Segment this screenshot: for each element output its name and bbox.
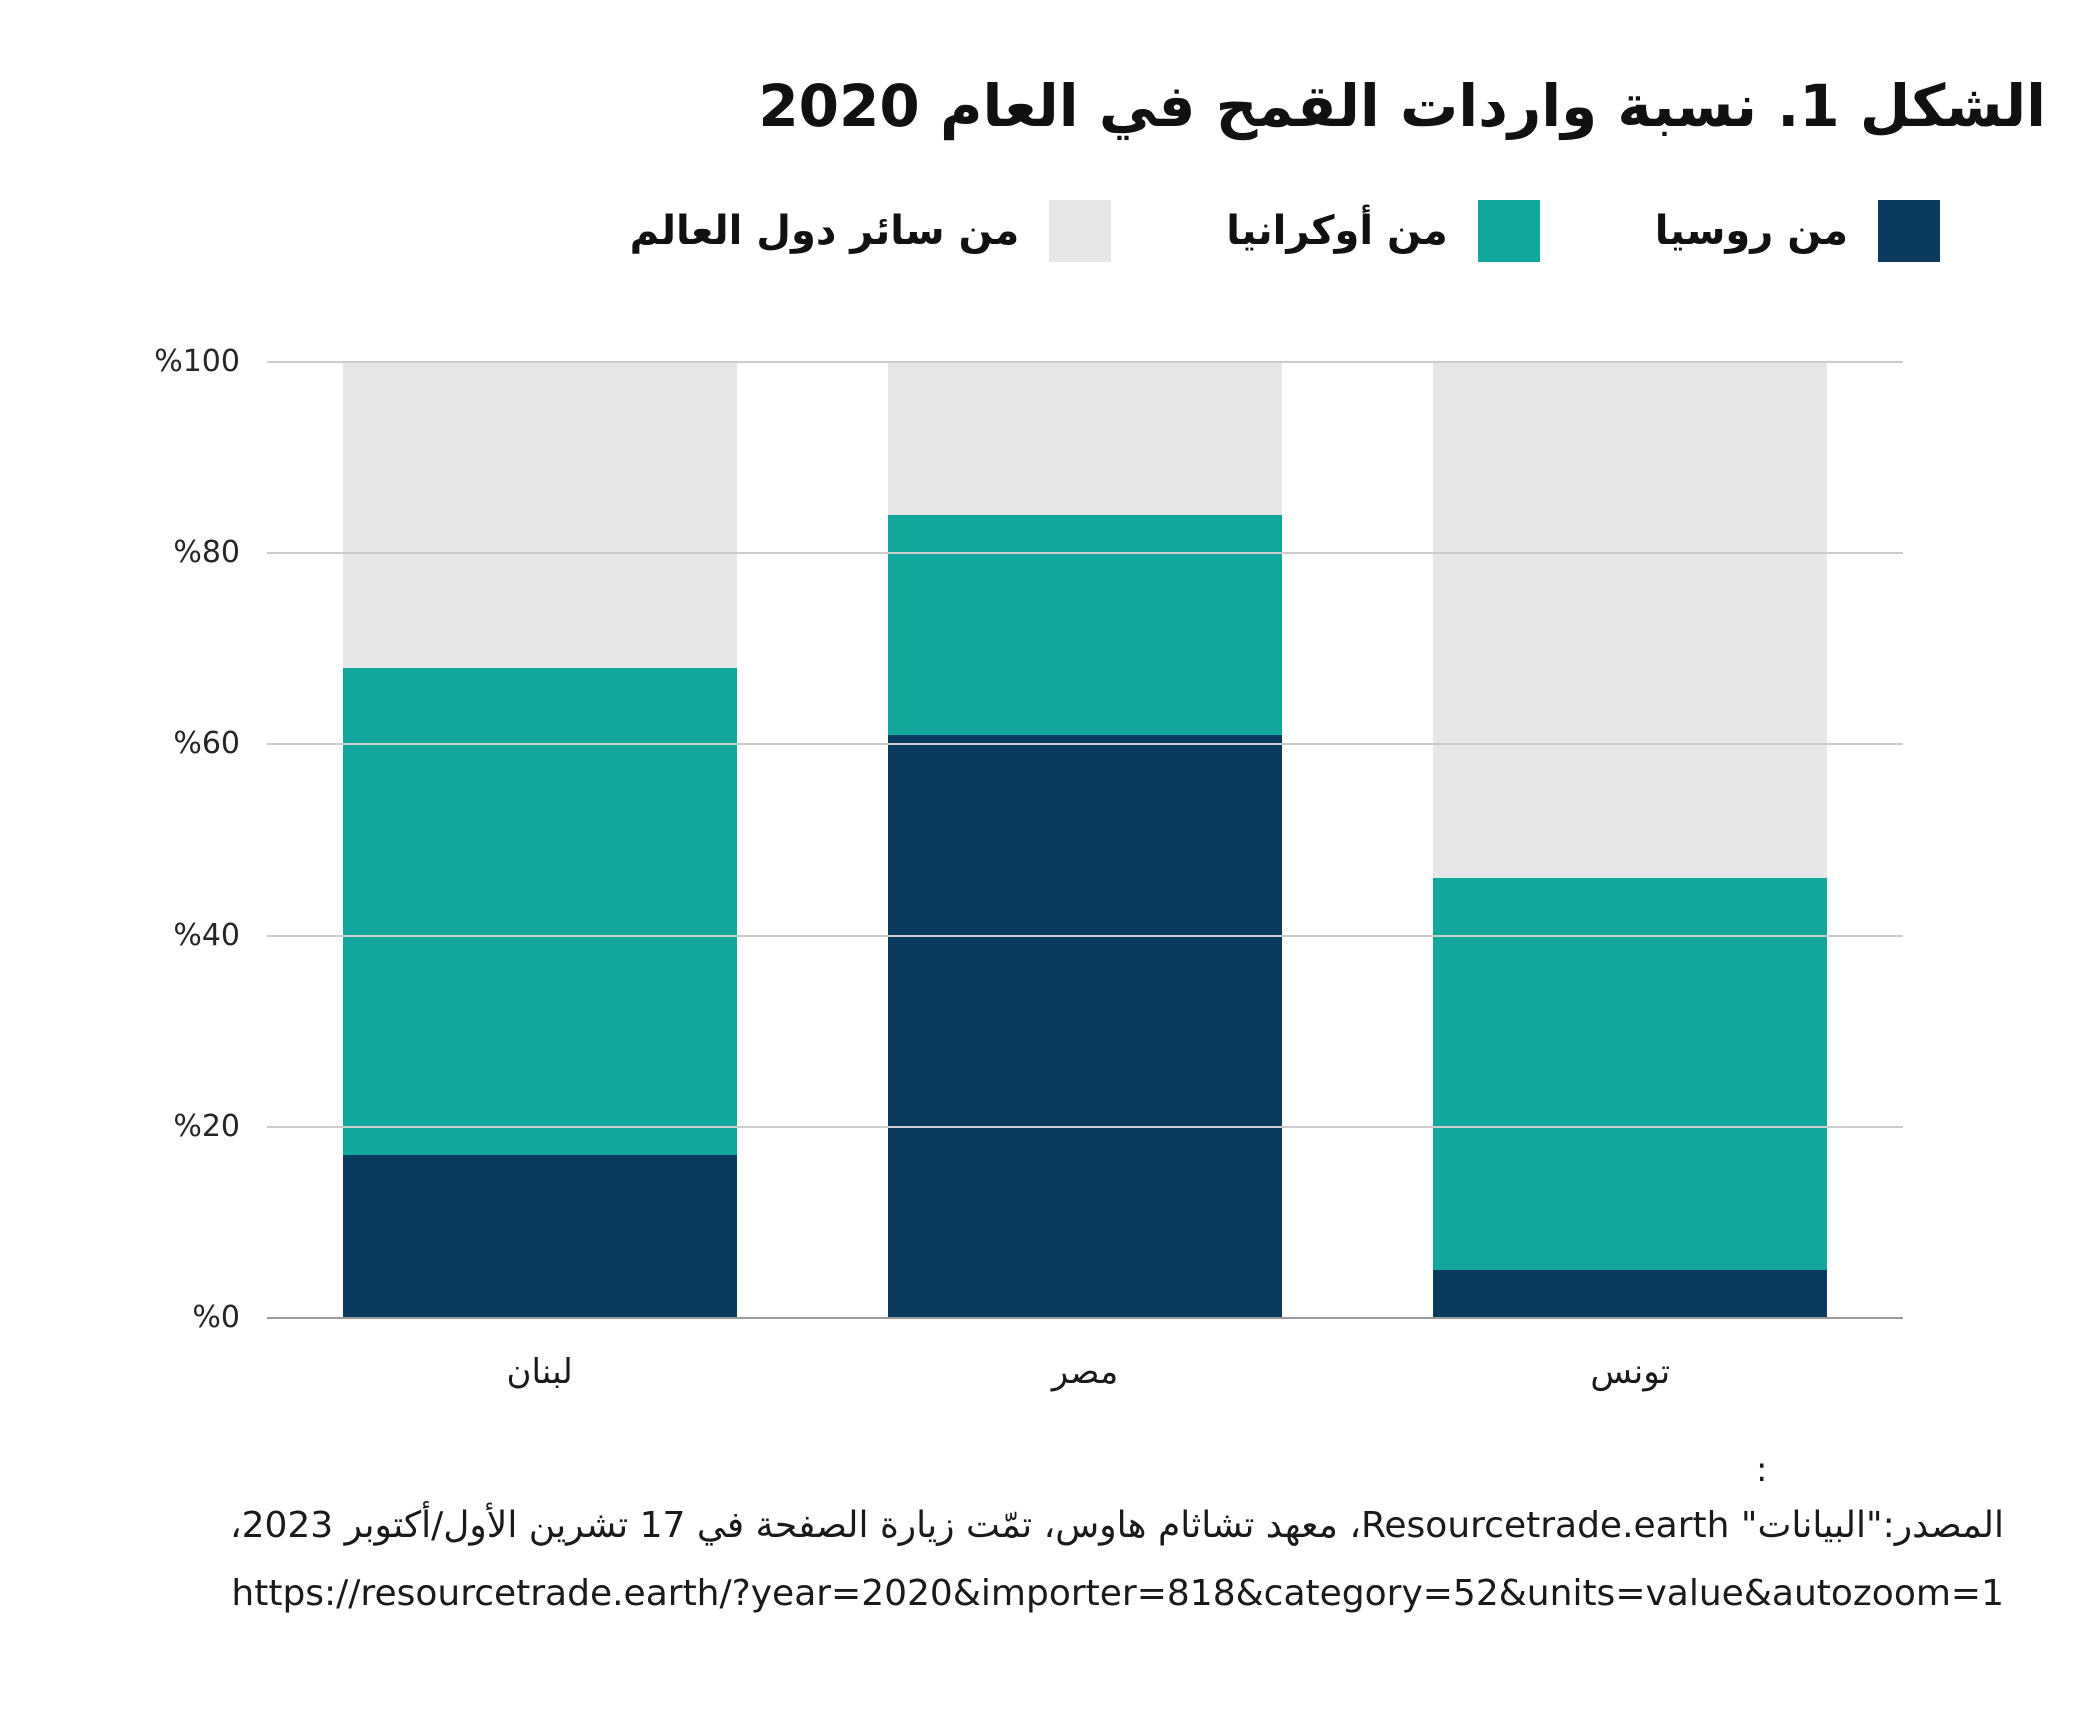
bar-segment — [342, 1155, 737, 1318]
stacked-bar-2 — [887, 362, 1283, 1318]
source-note: المصدر:"البيانات" Resourcetrade.earth، م… — [80, 1492, 2004, 1628]
gridline-40 — [267, 934, 1903, 937]
gridline-100 — [267, 361, 1903, 363]
bar-column-3 — [1358, 362, 1903, 1318]
chart-title: الشكل 1. نسبة واردات القمح في العام 2020 — [758, 72, 2046, 140]
bar-column-2 — [812, 362, 1357, 1318]
x-axis-label-2: مصر — [1051, 1352, 1119, 1392]
bar-segment — [1433, 878, 1828, 1271]
stacked-bar-3 — [1433, 362, 1828, 1318]
y-tick-label-100: %100 — [154, 344, 240, 379]
y-tick-label-40: %40 — [173, 917, 240, 953]
legend-label-rest-of-world: من سائر دول العالم — [629, 208, 1020, 254]
legend-item-russia: من روسيا — [1655, 200, 1940, 262]
bar-segment — [342, 362, 737, 668]
y-tick-label-20: %20 — [173, 1108, 240, 1144]
bar-segment — [887, 734, 1283, 1318]
bar-column-1 — [267, 362, 812, 1318]
bar-segment — [887, 514, 1283, 735]
caption-colon: : — [1756, 1450, 1768, 1490]
legend-swatch-ukraine — [1477, 200, 1540, 262]
x-axis-label-3: تونس — [1590, 1352, 1671, 1392]
legend-item-rest-of-world: من سائر دول العالم — [630, 200, 1112, 262]
bar-segment — [1433, 362, 1828, 879]
source-url: https://resourcetrade.earth/?year=2020&i… — [231, 1573, 2004, 1614]
x-axis-labels: لبنان مصر تونس — [267, 1352, 1903, 1392]
bars-container — [267, 362, 1903, 1318]
y-tick-label-0: %0 — [192, 1300, 240, 1335]
gridline-80 — [267, 552, 1903, 555]
x-axis-label-1: لبنان — [506, 1352, 573, 1392]
legend: من روسيا من أوكرانيا من سائر دول العالم — [630, 200, 1940, 262]
y-tick-label-60: %60 — [173, 726, 240, 762]
stacked-bar-1 — [342, 362, 737, 1318]
bar-segment — [1433, 1270, 1828, 1318]
legend-swatch-rest-of-world — [1049, 200, 1112, 262]
bar-segment — [887, 362, 1283, 515]
legend-label-russia: من روسيا — [1654, 208, 1848, 254]
plot-area: %100 %80 %60 %40 %20 %0 — [154, 344, 1903, 1335]
gridline-20 — [267, 1125, 1903, 1128]
gridline-0 — [267, 1317, 1903, 1319]
source-line-1: المصدر:"البيانات" Resourcetrade.earth، م… — [229, 1505, 2004, 1546]
y-tick-label-80: %80 — [173, 535, 240, 571]
legend-swatch-russia — [1878, 200, 1940, 262]
legend-label-ukraine: من أوكرانيا — [1226, 208, 1448, 254]
gridline-60 — [267, 743, 1903, 746]
bar-segment — [342, 667, 737, 1156]
legend-item-ukraine: من أوكرانيا — [1226, 200, 1540, 262]
